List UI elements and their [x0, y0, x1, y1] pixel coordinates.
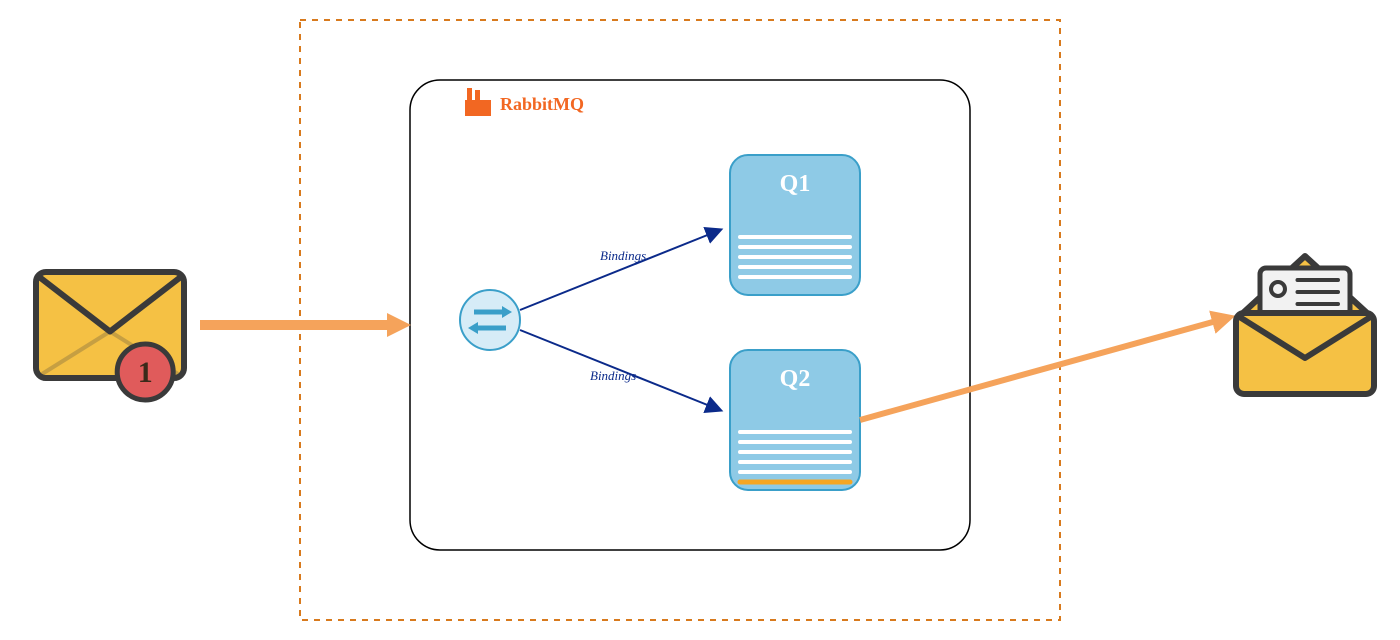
binding-label: Bindings: [600, 248, 646, 263]
mail-badge-count: 1: [138, 356, 153, 389]
queue-label: Q1: [780, 171, 811, 197]
consumer-mail-icon: [1236, 256, 1374, 394]
queue-q1: Q1: [730, 155, 860, 295]
queue-q2: Q2: [730, 350, 860, 490]
queue-label: Q2: [780, 366, 811, 392]
producer-mail-icon: 1: [36, 272, 184, 400]
rabbitmq-label-text: RabbitMQ: [500, 94, 584, 114]
binding-label: Bindings: [590, 368, 636, 383]
exchange-node: [460, 290, 520, 350]
